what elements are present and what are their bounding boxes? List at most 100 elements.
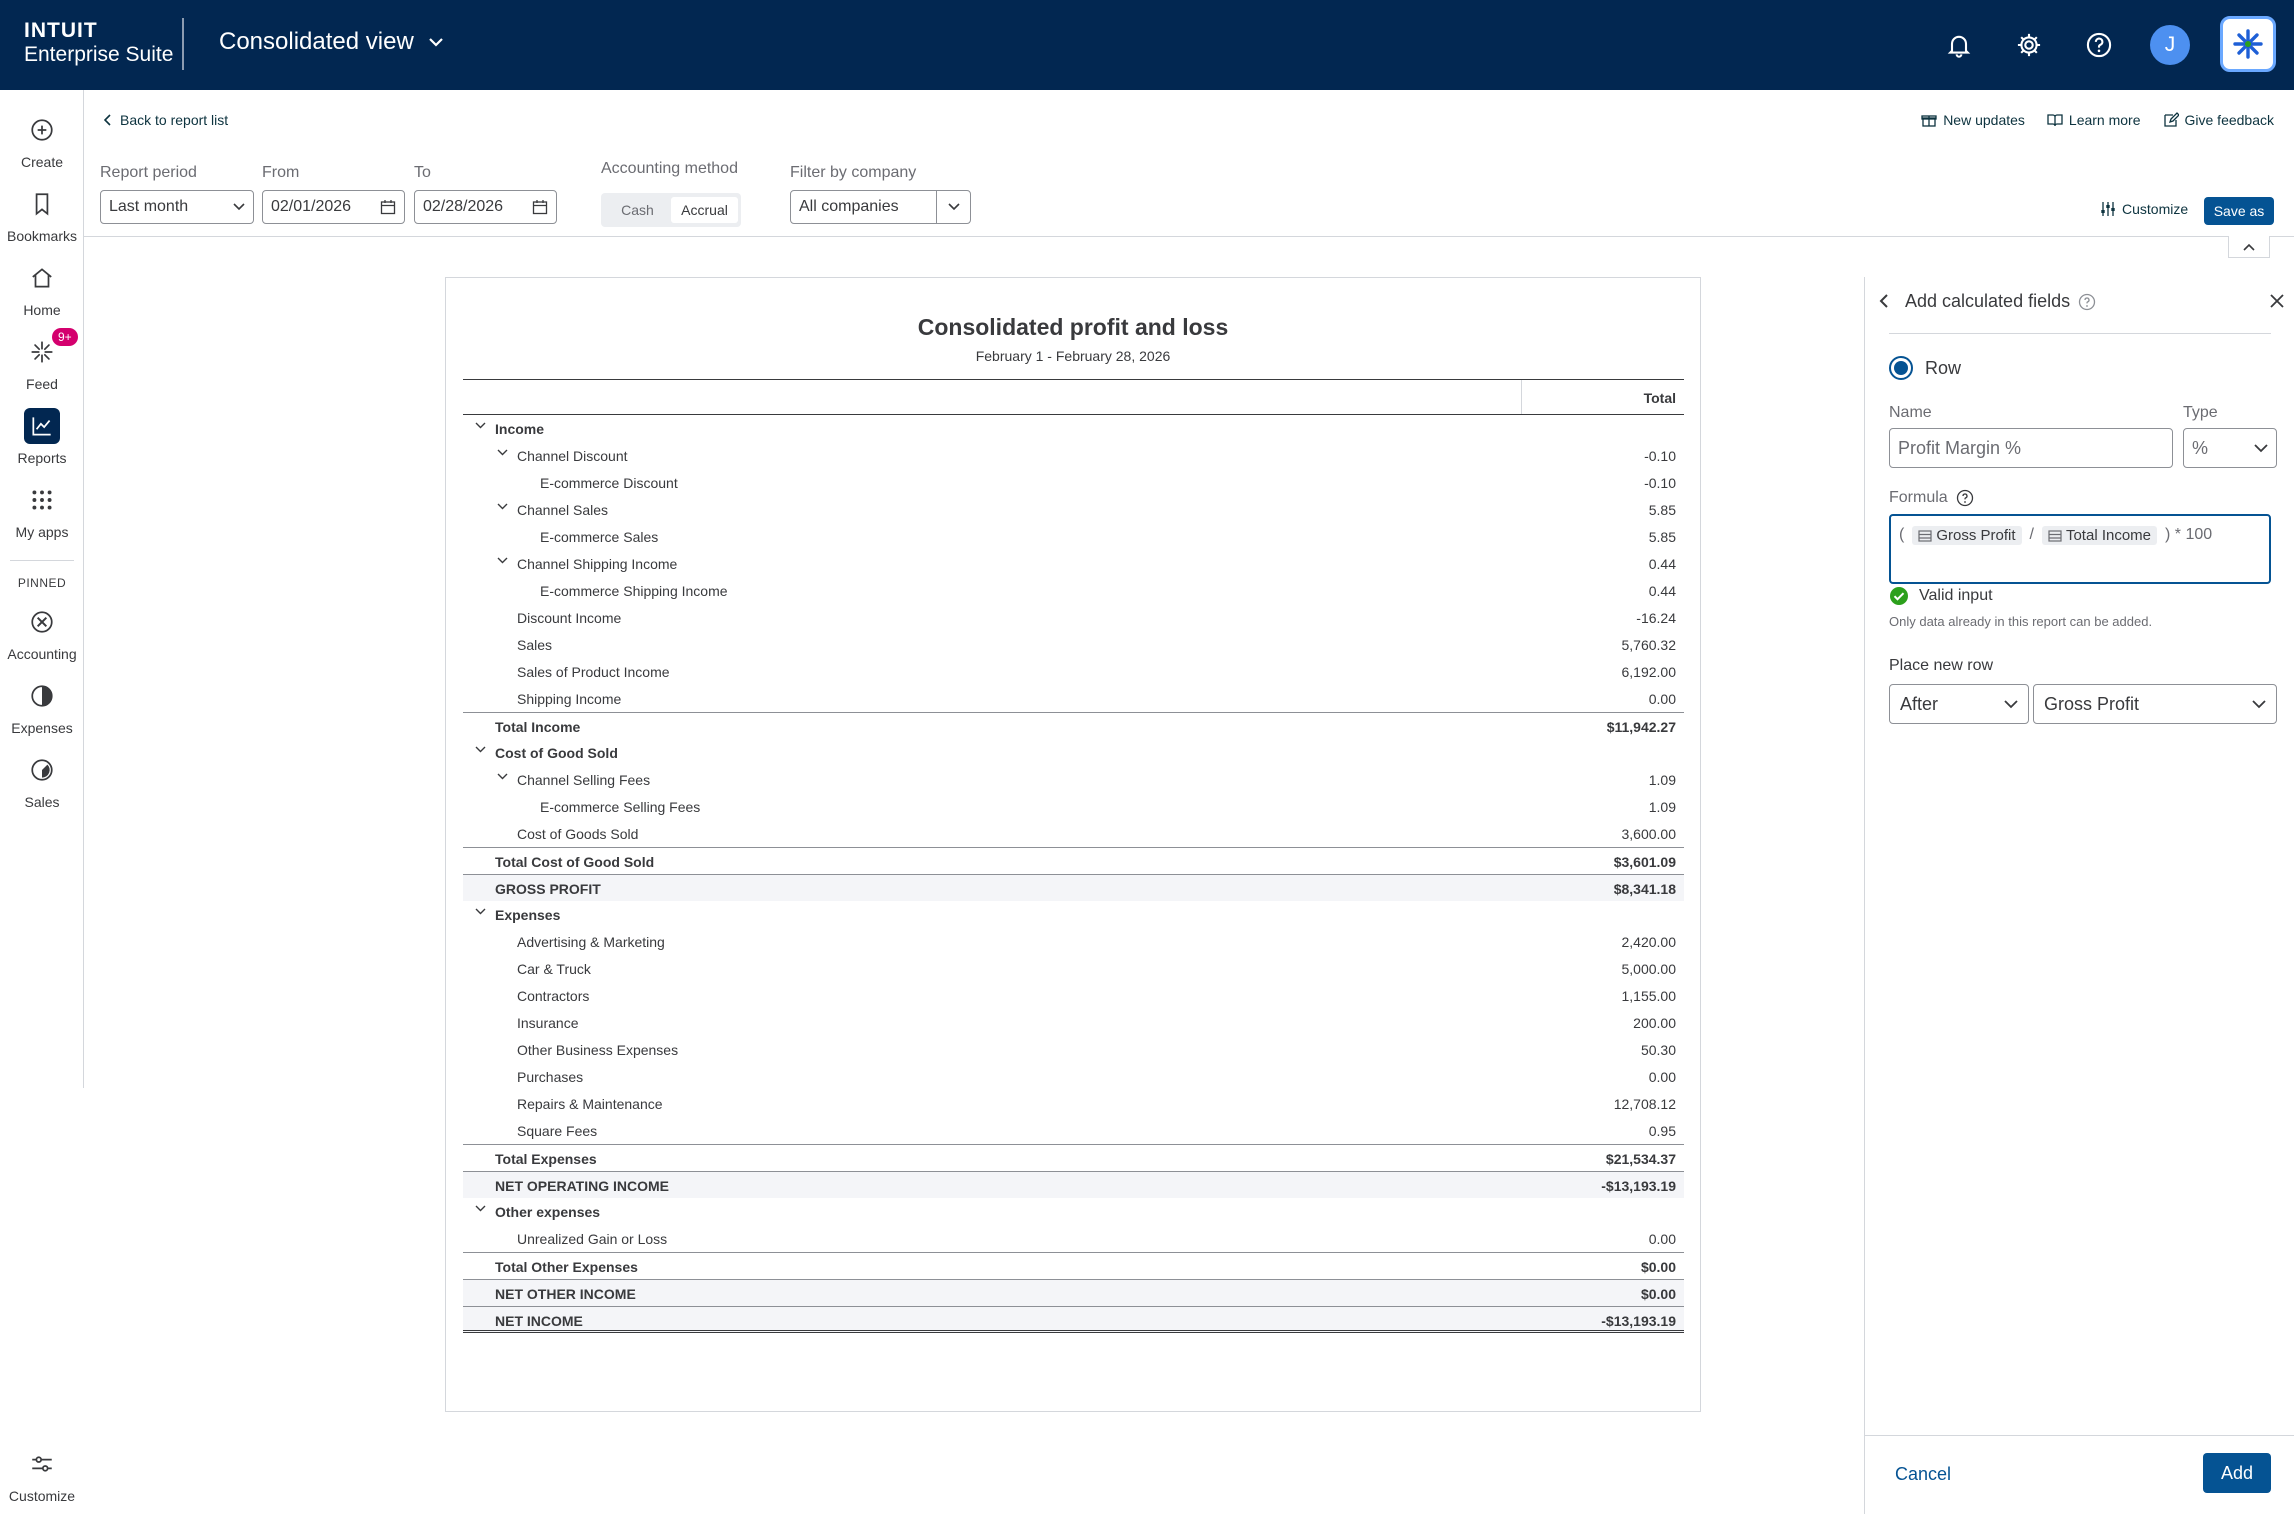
chevron-down-icon[interactable] <box>497 773 508 780</box>
radio-button[interactable] <box>1889 356 1913 380</box>
nav-reports[interactable]: Reports <box>0 408 84 466</box>
report-group-row[interactable]: Cost of Good Sold <box>463 739 1684 766</box>
report-group-row[interactable]: Channel Shipping Income 0.44 <box>463 550 1684 577</box>
place-target-select[interactable]: Gross Profit <box>2033 684 2277 724</box>
row-value[interactable]: 1.09 <box>1648 799 1676 815</box>
row-value[interactable]: 0.00 <box>1648 1069 1676 1085</box>
row-label: Channel Selling Fees <box>517 772 651 788</box>
row-value[interactable]: -$13,193.19 <box>1601 1178 1676 1194</box>
place-position-select[interactable]: After <box>1889 684 2029 724</box>
row-value[interactable]: 50.30 <box>1640 1042 1676 1058</box>
ai-assistant-button[interactable] <box>2220 16 2276 72</box>
row-value[interactable]: 0.95 <box>1648 1123 1676 1139</box>
nav-sales[interactable]: Sales <box>0 752 84 810</box>
row-value[interactable]: 0.00 <box>1648 691 1676 707</box>
nav-expenses[interactable]: Expenses <box>0 678 84 736</box>
row-value[interactable]: 12,708.12 <box>1613 1096 1676 1112</box>
nav-bookmarks[interactable]: Bookmarks <box>0 186 84 244</box>
back-to-report-list-link[interactable]: Back to report list <box>104 112 228 128</box>
nav-myapps[interactable]: My apps <box>0 482 84 540</box>
view-title: Consolidated view <box>219 28 414 55</box>
row-value[interactable]: 200.00 <box>1633 1015 1676 1031</box>
cancel-button[interactable]: Cancel <box>1895 1464 1952 1484</box>
brand-logo[interactable]: INTUIT Enterprise Suite <box>24 20 173 65</box>
save-as-button[interactable]: Save as <box>2204 197 2274 225</box>
row-value[interactable]: $8,341.18 <box>1613 881 1676 897</box>
company-filter-select[interactable]: All companies <box>790 190 971 224</box>
row-value[interactable]: -$13,193.19 <box>1601 1313 1676 1329</box>
chevron-down-icon[interactable] <box>497 557 508 564</box>
method-accrual-option[interactable]: Accrual <box>671 197 738 223</box>
user-avatar[interactable]: J <box>2150 25 2190 65</box>
row-value[interactable]: 5.85 <box>1648 529 1676 545</box>
new-updates-link[interactable]: New updates <box>1921 112 2025 128</box>
customize-report-link[interactable]: Customize <box>2100 201 2188 217</box>
view-selector[interactable]: Consolidated view <box>219 28 444 56</box>
row-value[interactable]: -0.10 <box>1644 448 1676 464</box>
row-label: Total Other Expenses <box>495 1259 638 1275</box>
report-group-row[interactable]: Channel Selling Fees 1.09 <box>463 766 1684 793</box>
close-icon[interactable] <box>2269 293 2285 309</box>
chevron-down-icon[interactable] <box>475 1205 486 1212</box>
chevron-down-icon[interactable] <box>475 908 486 915</box>
row-value[interactable]: 5,760.32 <box>1621 637 1677 653</box>
gift-icon <box>1921 112 1937 128</box>
gear-icon[interactable] <box>2010 26 2048 64</box>
panel-back-button[interactable] <box>1879 293 1889 309</box>
nav-feed[interactable]: Feed <box>0 334 84 392</box>
help-circle-icon[interactable] <box>2078 293 2096 311</box>
nav-create[interactable]: Create <box>0 112 84 170</box>
nav-accounting[interactable]: Accounting <box>0 604 84 662</box>
chevron-down-icon[interactable] <box>475 422 486 429</box>
report-group-row[interactable]: Expenses <box>463 901 1684 928</box>
collapse-header-button[interactable] <box>2228 236 2270 258</box>
row-value[interactable]: $0.00 <box>1640 1259 1676 1275</box>
give-feedback-link[interactable]: Give feedback <box>2163 112 2274 128</box>
row-value[interactable]: $0.00 <box>1640 1286 1676 1302</box>
row-value[interactable]: -0.10 <box>1644 475 1676 491</box>
row-value[interactable]: 2,420.00 <box>1621 934 1677 950</box>
report-group-row[interactable]: Channel Discount -0.10 <box>463 442 1684 469</box>
row-value[interactable]: $3,601.09 <box>1613 854 1676 870</box>
formula-chip-total-income[interactable]: Total Income <box>2041 526 2158 545</box>
method-cash-option[interactable]: Cash <box>621 202 654 218</box>
row-value[interactable]: 0.00 <box>1648 1231 1676 1247</box>
report-period-select[interactable]: Last month <box>100 190 254 224</box>
type-select[interactable]: % <box>2183 428 2277 468</box>
nav-customize[interactable]: Customize <box>0 1446 84 1504</box>
add-button[interactable]: Add <box>2203 1453 2271 1493</box>
row-value[interactable]: 5,000.00 <box>1621 961 1677 977</box>
pinned-heading: PINNED <box>17 576 67 590</box>
learn-more-link[interactable]: Learn more <box>2047 112 2141 128</box>
row-value[interactable]: $11,942.27 <box>1606 719 1676 735</box>
row-value[interactable]: 6,192.00 <box>1621 664 1677 680</box>
chevron-down-icon[interactable] <box>475 746 486 753</box>
formula-chip-gross-profit[interactable]: Gross Profit <box>1912 526 2022 545</box>
help-icon[interactable] <box>2080 26 2118 64</box>
chevron-down-icon[interactable] <box>497 503 508 510</box>
row-value[interactable]: 3,600.00 <box>1621 826 1677 842</box>
table-icon <box>1918 529 1932 542</box>
row-value[interactable]: 1.09 <box>1648 772 1676 788</box>
report-group-row[interactable]: Income <box>463 415 1684 442</box>
row-value[interactable]: 5.85 <box>1648 502 1676 518</box>
row-value[interactable]: $21,534.37 <box>1605 1151 1676 1167</box>
row-value[interactable]: 0.44 <box>1648 583 1676 599</box>
row-value[interactable]: 1,155.00 <box>1621 988 1677 1004</box>
chevron-down-icon[interactable] <box>497 449 508 456</box>
to-date-field[interactable]: 02/28/2026 <box>414 190 557 224</box>
help-circle-icon[interactable] <box>1956 489 1974 507</box>
row-radio-option[interactable]: Row <box>1889 356 1961 380</box>
row-value[interactable]: 0.44 <box>1648 556 1676 572</box>
row-value[interactable]: -16.24 <box>1636 610 1676 626</box>
from-date-field[interactable]: 02/01/2026 <box>262 190 405 224</box>
name-field[interactable]: Profit Margin % <box>1889 428 2173 468</box>
chevron-left-icon <box>1879 293 1889 309</box>
nav-home[interactable]: Home <box>0 260 84 318</box>
report-group-row[interactable]: Other expenses <box>463 1198 1684 1225</box>
nav-accounting-label: Accounting <box>7 646 77 662</box>
formula-input[interactable]: ( Gross Profit / Total Income ) * 100 <box>1889 514 2271 584</box>
report-group-row[interactable]: Channel Sales 5.85 <box>463 496 1684 523</box>
row-label: Total Cost of Good Sold <box>495 854 655 870</box>
bell-icon[interactable] <box>1940 26 1978 64</box>
